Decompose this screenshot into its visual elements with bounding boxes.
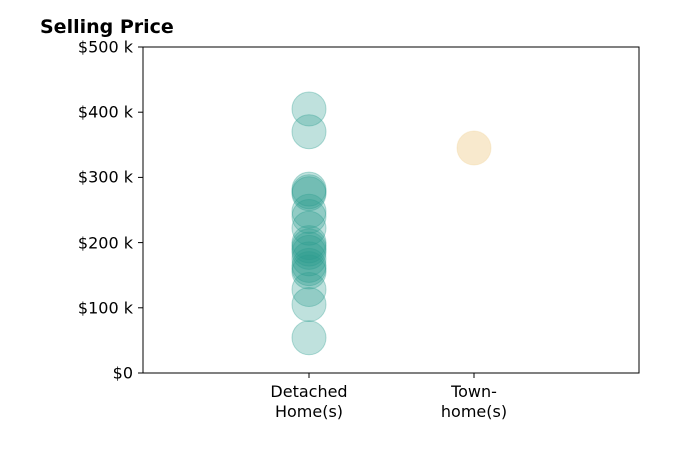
data-point bbox=[291, 234, 327, 270]
data-point bbox=[291, 228, 327, 264]
data-point bbox=[291, 254, 327, 290]
data-point bbox=[456, 130, 492, 166]
data-point bbox=[291, 251, 327, 287]
data-point bbox=[291, 193, 327, 229]
data-point bbox=[291, 287, 327, 323]
data-point bbox=[291, 176, 327, 212]
data-point bbox=[291, 114, 327, 150]
y-tick-label: $200 k bbox=[77, 233, 133, 253]
x-tick-label: Town-home(s) bbox=[404, 382, 544, 422]
y-tick-label: $0 bbox=[112, 363, 133, 383]
data-point bbox=[291, 320, 327, 356]
x-tick-label-line: Home(s) bbox=[274, 402, 344, 421]
x-axis-ticks bbox=[308, 373, 475, 378]
y-tick-label: $300 k bbox=[77, 167, 133, 187]
data-point bbox=[291, 225, 327, 261]
x-tick-label-line: home(s) bbox=[440, 402, 508, 421]
plot-frame bbox=[142, 46, 640, 374]
data-point bbox=[291, 171, 327, 207]
x-tick-label: Detached Home(s) bbox=[239, 382, 379, 422]
chart-title: Selling Price bbox=[40, 16, 174, 38]
y-axis-ticks bbox=[138, 46, 143, 374]
data-point bbox=[291, 174, 327, 210]
y-tick-label: $100 k bbox=[77, 298, 133, 318]
x-tick-label-line: Town- bbox=[451, 382, 497, 401]
data-point bbox=[291, 247, 327, 283]
y-tick-label: $500 k bbox=[77, 37, 133, 57]
data-point bbox=[291, 241, 327, 277]
data-point bbox=[291, 199, 327, 235]
data-point bbox=[291, 272, 327, 308]
data-point bbox=[291, 231, 327, 267]
x-tick-label-line: Detached bbox=[270, 382, 348, 401]
data-point bbox=[291, 210, 327, 246]
data-point bbox=[291, 91, 327, 127]
data-points bbox=[291, 91, 492, 356]
y-tick-label: $400 k bbox=[77, 102, 133, 122]
